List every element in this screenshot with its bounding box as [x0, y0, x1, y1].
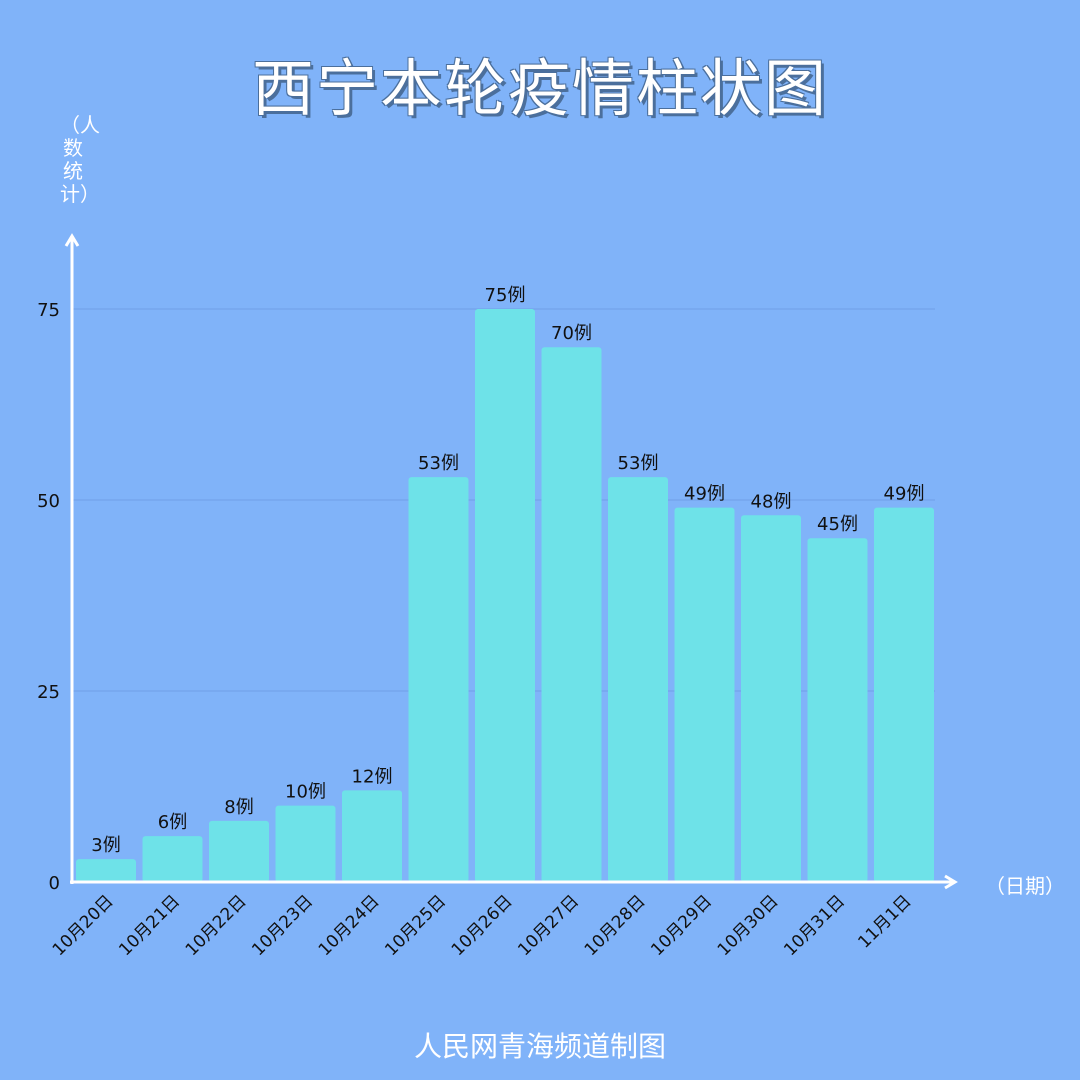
bar	[342, 790, 402, 882]
x-tick-label: 10月29日	[647, 891, 716, 960]
y-tick-label: 75	[37, 300, 60, 321]
y-tick-label: 0	[49, 873, 60, 894]
data-label: 48例	[751, 491, 792, 512]
bar	[408, 477, 469, 882]
data-label: 53例	[418, 453, 459, 474]
x-tick-label: 10月31日	[780, 891, 849, 960]
y-tick-label: 50	[37, 491, 60, 512]
x-tick-label: 10月28日	[581, 891, 650, 960]
bar	[76, 859, 136, 882]
bar	[275, 805, 336, 882]
x-tick-label: 10月21日	[115, 891, 184, 960]
x-tick-label: 10月27日	[514, 891, 583, 960]
bar	[807, 538, 868, 882]
x-tick-label: 10月24日	[315, 891, 384, 960]
x-tick-label: 11月1日	[854, 891, 915, 952]
data-label: 12例	[352, 766, 393, 787]
bar	[475, 309, 535, 882]
x-tick-label: 10月26日	[448, 891, 517, 960]
bar	[741, 515, 801, 882]
bar	[674, 507, 735, 882]
x-tick-label: 10月30日	[714, 891, 783, 960]
x-axis-arrow	[944, 874, 958, 890]
data-label: 10例	[285, 782, 326, 803]
data-label: 53例	[618, 453, 659, 474]
chart-title: 西宁本轮疫情柱状图	[251, 52, 828, 125]
bar	[608, 477, 668, 882]
data-label: 75例	[485, 285, 526, 306]
source-credit: 人民网青海频道制图	[413, 1030, 666, 1063]
x-tick-label: 10月20日	[49, 891, 118, 960]
data-label: 3例	[91, 835, 120, 856]
data-label: 8例	[224, 797, 253, 818]
data-label: 49例	[684, 484, 725, 505]
y-axis-arrow	[64, 233, 80, 247]
bar	[874, 507, 934, 882]
x-tick-label: 10月23日	[248, 891, 317, 960]
x-tick-label: 10月22日	[182, 891, 251, 960]
x-tick-label: 10月25日	[381, 891, 450, 960]
bar	[209, 820, 269, 882]
data-label: 70例	[551, 323, 592, 344]
x-axis-label: （日期）	[985, 874, 1065, 898]
y-tick-label: 25	[37, 682, 60, 703]
data-label: 45例	[817, 514, 858, 535]
bar	[142, 836, 203, 882]
data-label: 6例	[158, 812, 187, 833]
bar	[541, 347, 602, 882]
data-label: 49例	[884, 484, 925, 505]
